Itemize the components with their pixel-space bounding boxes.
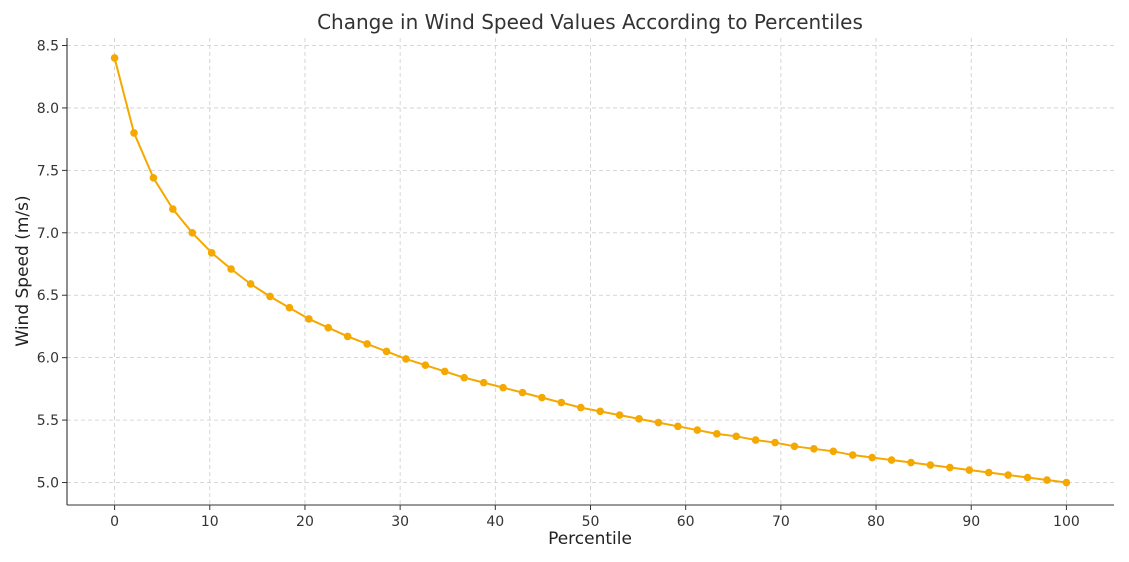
y-axis-label: Wind Speed (m/s) bbox=[13, 195, 33, 346]
data-point bbox=[713, 430, 721, 438]
data-point bbox=[557, 398, 566, 407]
data-point bbox=[1062, 478, 1071, 487]
data-point bbox=[965, 466, 974, 474]
series-layer bbox=[110, 54, 1071, 487]
x-tick-label: 90 bbox=[962, 514, 980, 530]
data-point bbox=[887, 456, 896, 464]
data-point bbox=[169, 205, 177, 213]
data-point bbox=[810, 445, 818, 453]
y-tick-label: 8.5 bbox=[37, 38, 59, 54]
data-point bbox=[868, 453, 876, 462]
data-point bbox=[246, 280, 255, 288]
data-point bbox=[266, 292, 274, 301]
data-point bbox=[848, 451, 857, 459]
data-point bbox=[946, 463, 954, 472]
axes: 0 10 20 30 40 50 60 70 80 90 100 5.0 5.5 6.0 6.5 7.0 7.5… bbox=[37, 38, 1114, 530]
x-tick-label: 50 bbox=[582, 514, 600, 530]
x-tick-label: 80 bbox=[867, 514, 885, 530]
data-point bbox=[305, 315, 313, 323]
chart-title: Change in Wind Speed Values According to… bbox=[317, 10, 863, 34]
y-tick-label: 5.0 bbox=[37, 476, 59, 492]
y-tick-label: 8.0 bbox=[37, 101, 59, 117]
data-point bbox=[829, 447, 838, 456]
data-point bbox=[207, 248, 216, 257]
data-point bbox=[110, 54, 119, 62]
data-point bbox=[440, 367, 449, 376]
data-point bbox=[363, 340, 371, 348]
x-tick-label: 40 bbox=[486, 514, 504, 530]
data-point bbox=[227, 265, 235, 273]
data-point bbox=[402, 355, 410, 363]
data-point bbox=[343, 332, 352, 341]
gridlines bbox=[67, 38, 1114, 505]
data-point bbox=[576, 403, 585, 412]
data-point bbox=[460, 373, 468, 382]
data-point bbox=[693, 426, 702, 434]
x-tick-label: 70 bbox=[772, 514, 790, 530]
data-point bbox=[188, 228, 197, 237]
data-point bbox=[518, 388, 527, 397]
data-point bbox=[1023, 473, 1032, 482]
data-point bbox=[984, 468, 993, 477]
data-point bbox=[1043, 476, 1051, 484]
x-tick-label: 0 bbox=[110, 514, 119, 530]
y-tick-label: 7.5 bbox=[37, 163, 59, 179]
x-tick-label: 30 bbox=[391, 514, 409, 530]
data-point bbox=[615, 411, 624, 419]
data-point bbox=[479, 378, 488, 387]
data-point bbox=[771, 438, 779, 447]
data-point bbox=[499, 383, 507, 392]
data-point bbox=[1004, 471, 1012, 479]
data-point bbox=[324, 323, 333, 332]
y-tick-label: 5.5 bbox=[37, 413, 59, 429]
x-tick-label: 100 bbox=[1053, 514, 1080, 530]
data-point bbox=[907, 458, 915, 467]
y-tick-label: 6.5 bbox=[37, 288, 59, 304]
x-tick-label: 20 bbox=[296, 514, 314, 530]
data-point bbox=[538, 393, 546, 402]
data-point bbox=[790, 442, 799, 451]
y-tick-label: 7.0 bbox=[37, 226, 59, 242]
data-point bbox=[130, 129, 138, 137]
data-point bbox=[421, 361, 430, 369]
data-point bbox=[674, 422, 682, 431]
data-point bbox=[732, 432, 741, 441]
data-point bbox=[926, 461, 935, 469]
data-point bbox=[382, 347, 391, 356]
data-point bbox=[149, 174, 158, 182]
y-tick-label: 6.0 bbox=[37, 351, 59, 367]
x-axis-label: Percentile bbox=[548, 529, 632, 549]
data-point bbox=[654, 418, 663, 427]
data-point bbox=[751, 436, 760, 444]
data-point bbox=[285, 303, 294, 312]
x-tick-label: 60 bbox=[677, 514, 695, 530]
data-point bbox=[596, 407, 605, 416]
x-tick-label: 10 bbox=[201, 514, 219, 530]
data-point bbox=[635, 415, 643, 423]
